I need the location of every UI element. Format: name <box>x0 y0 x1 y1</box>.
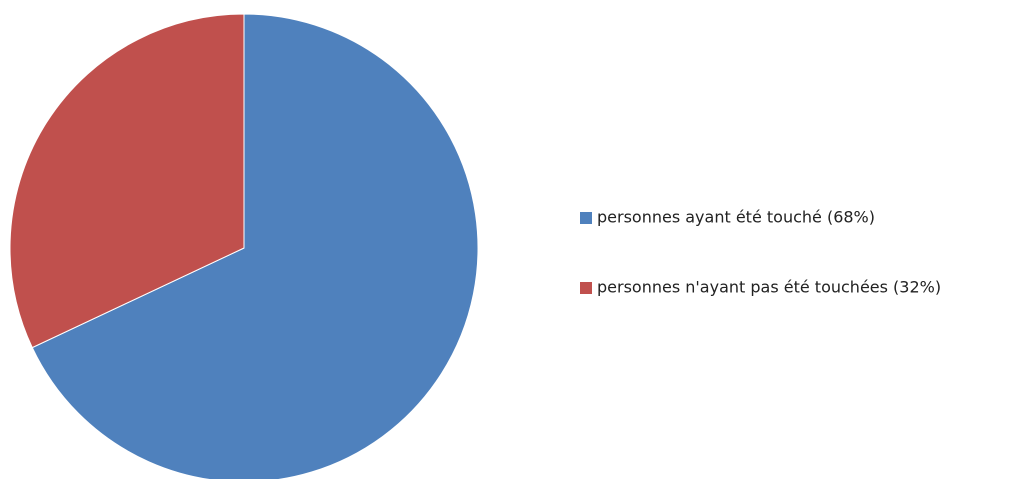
pie-slice <box>31 13 479 479</box>
legend-swatch <box>580 212 592 224</box>
pie-slice <box>9 13 245 349</box>
legend-label: personnes n'ayant pas été touchées (32%) <box>597 278 941 297</box>
legend-label: personnes ayant été touché (68%) <box>597 208 875 227</box>
legend-swatch <box>580 282 592 294</box>
